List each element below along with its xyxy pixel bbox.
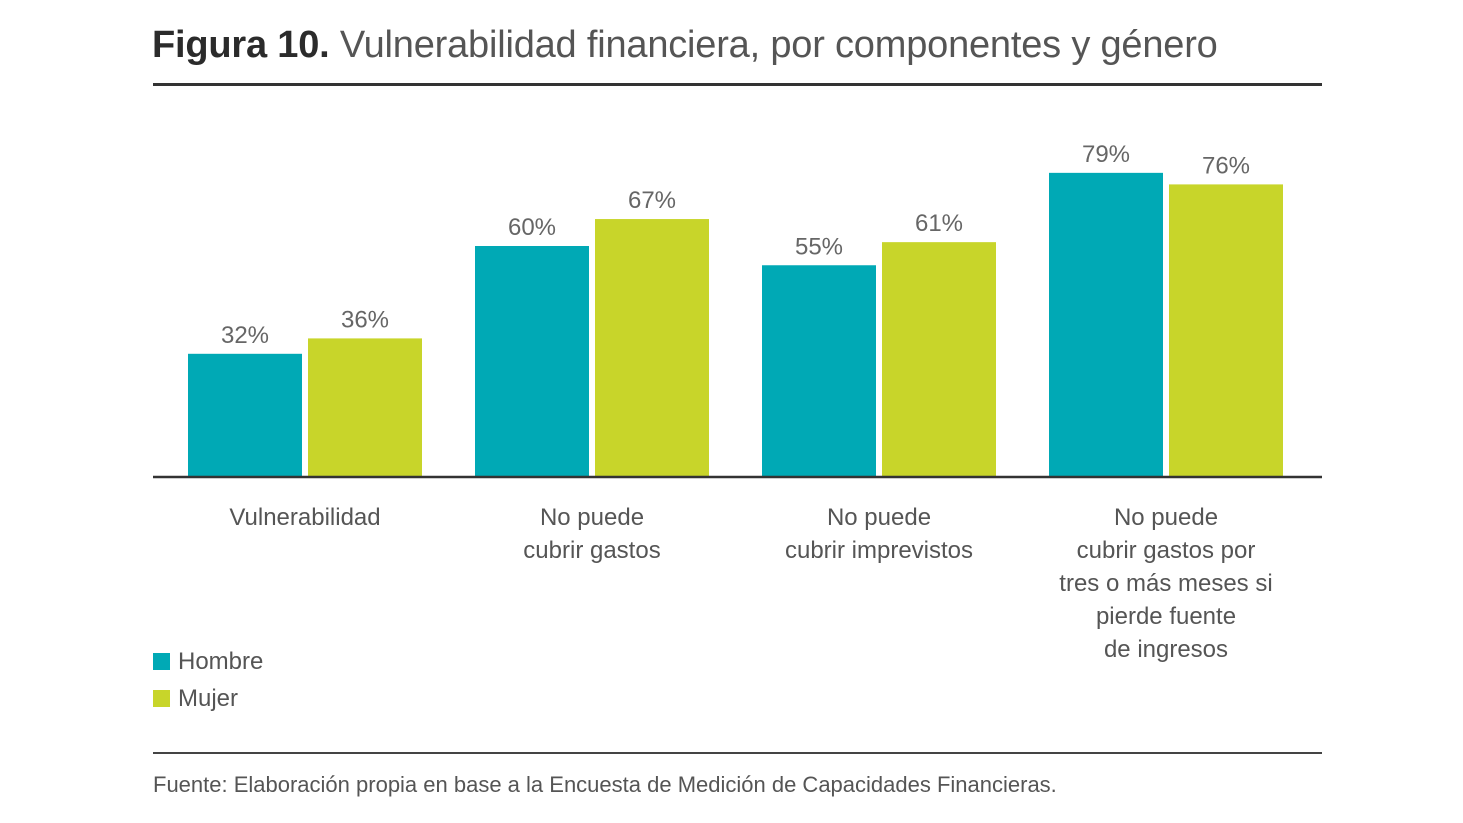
category-label-3-line-2: tres o más meses si: [1059, 570, 1272, 597]
category-label-3-line-0: No puede: [1114, 504, 1218, 531]
category-label-1-line-1: cubrir gastos: [523, 537, 660, 564]
bar-hombre-2: [762, 265, 876, 477]
bar-mujer-3: [1169, 184, 1283, 477]
legend-item-hombre: Hombre: [153, 643, 263, 680]
bar-hombre-1: [475, 246, 589, 477]
data-label-hombre-3: 79%: [1082, 141, 1130, 168]
legend-label-mujer: Mujer: [178, 684, 239, 712]
category-label-1-line-0: No puede: [540, 504, 644, 531]
legend-swatch-hombre: [153, 653, 170, 670]
category-label-2-line-0: No puede: [827, 504, 931, 531]
data-label-hombre-0: 32%: [221, 322, 269, 349]
category-label-2-line-1: cubrir imprevistos: [785, 537, 973, 564]
data-label-mujer-1: 67%: [628, 187, 676, 214]
source-divider: [153, 752, 1322, 754]
category-label-0-line-0: Vulnerabilidad: [229, 504, 380, 531]
legend-label-hombre: Hombre: [178, 647, 264, 675]
data-label-hombre-1: 60%: [508, 214, 556, 241]
figure-title: Vulnerabilidad financiera, por component…: [339, 24, 1218, 66]
data-label-mujer-0: 36%: [341, 306, 389, 333]
title-divider: [153, 83, 1322, 86]
source-note: Fuente: Elaboración propia en base a la …: [153, 772, 1057, 797]
bar-mujer-0: [308, 338, 422, 477]
chart-title: Figura 10. Vulnerabilidad financiera, po…: [152, 24, 1218, 67]
bar-hombre-3: [1049, 172, 1163, 477]
category-label-3-line-3: pierde fuente: [1096, 603, 1236, 630]
legend-item-mujer: Mujer: [153, 680, 263, 717]
bar-mujer-1: [595, 219, 709, 478]
category-label-3-line-1: cubrir gastos por: [1077, 537, 1256, 564]
data-label-mujer-3: 76%: [1202, 152, 1250, 179]
bar-mujer-2: [882, 242, 996, 477]
legend: Hombre Mujer: [153, 643, 263, 717]
data-label-hombre-2: 55%: [795, 233, 843, 260]
data-label-mujer-2: 61%: [915, 210, 963, 237]
category-label-3-line-4: de ingresos: [1104, 636, 1228, 663]
legend-swatch-mujer: [153, 690, 170, 707]
bar-hombre-0: [188, 353, 302, 477]
figure-label: Figura 10.: [152, 24, 330, 66]
